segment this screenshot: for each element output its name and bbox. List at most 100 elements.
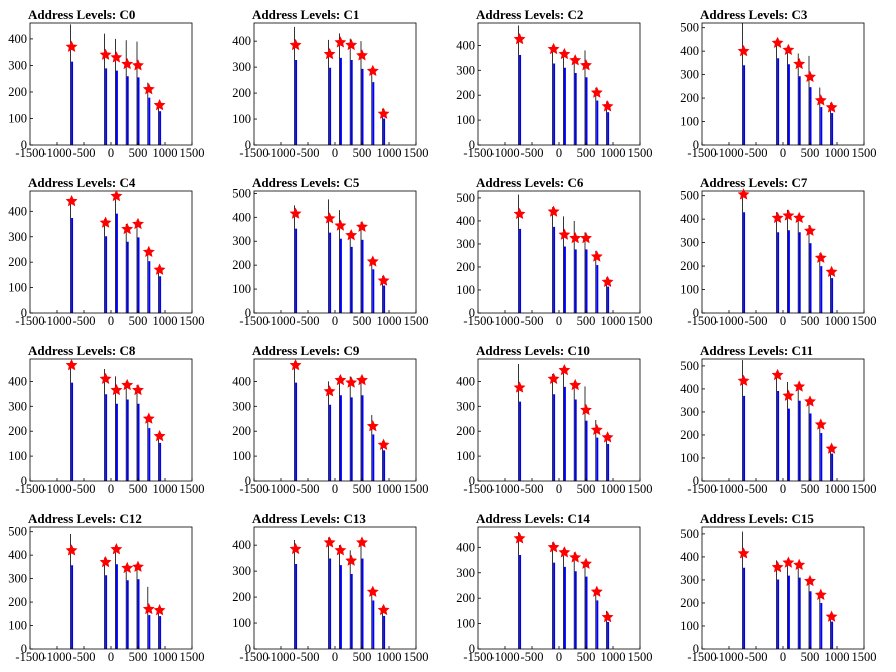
peak-marker	[334, 544, 347, 556]
plot-frame	[701, 358, 865, 482]
peak-marker	[590, 86, 603, 98]
plot-frame	[477, 22, 641, 146]
peak-marker	[345, 229, 358, 241]
x-tick-label: -1500	[15, 482, 44, 496]
peak-marker	[825, 442, 838, 454]
x-tick-label: 500	[129, 650, 148, 664]
x-tick-label: 1500	[404, 482, 429, 496]
peak-marker	[569, 54, 582, 66]
plot-frame	[253, 22, 417, 146]
x-tick-label: -1500	[687, 650, 716, 664]
y-tick-label: 500	[680, 189, 699, 203]
x-tick-label: -1000	[266, 146, 295, 160]
peak-marker	[110, 189, 123, 202]
peak-marker	[334, 36, 347, 48]
y-tick-label: 200	[456, 88, 475, 102]
x-tick-label: 1000	[153, 650, 178, 664]
y-tick-label: 400	[456, 214, 475, 228]
x-tick-label: 500	[801, 146, 820, 160]
x-tick-label: -500	[73, 314, 96, 328]
y-tick-label: 0	[693, 474, 699, 488]
x-tick-label: 1000	[825, 650, 850, 664]
peak-marker	[590, 585, 603, 597]
x-tick-label: 0	[780, 482, 786, 496]
x-tick-label: -1500	[15, 650, 44, 664]
y-tick-label: 0	[469, 306, 475, 320]
y-tick-label: 100	[8, 449, 27, 463]
y-tick-label: 400	[456, 540, 475, 554]
x-tick-label: 1500	[404, 650, 429, 664]
peak-marker	[377, 438, 390, 450]
peak-marker	[132, 383, 144, 396]
chart-title: Address Levels: C0	[28, 7, 135, 22]
peak-marker	[142, 602, 155, 615]
plot-frame	[29, 526, 193, 650]
y-tick-label: 300	[456, 237, 475, 251]
subplot-3: Address Levels: C3-1500-1000 -500 0 500 1000…	[680, 7, 876, 160]
y-tick-label: 500	[680, 527, 699, 541]
peak-marker	[289, 207, 302, 219]
x-tick-label: -1000	[266, 314, 295, 328]
peak-marker	[121, 378, 134, 391]
peak-marker	[142, 83, 155, 95]
peak-marker	[737, 44, 750, 57]
x-tick-label: 500	[129, 482, 148, 496]
y-tick-label: 0	[693, 306, 699, 320]
peak-marker	[142, 412, 155, 424]
x-tick-label: 1500	[628, 482, 653, 496]
x-tick-label: -1500	[463, 314, 492, 328]
peak-marker	[153, 429, 166, 442]
chart-title: Address Levels: C3	[700, 7, 808, 22]
subplot-12: Address Levels: C12 -1500-1000 -500 0 500 100…	[8, 511, 204, 664]
peak-marker	[569, 231, 582, 244]
peak-marker	[782, 209, 795, 221]
y-tick-label: 100	[8, 619, 27, 633]
y-tick-label: 200	[456, 260, 475, 274]
peak-marker	[513, 207, 526, 220]
x-tick-label: 1000	[825, 482, 850, 496]
x-tick-label: -1000	[714, 314, 743, 328]
plot-frame	[29, 190, 193, 314]
plot-frame	[701, 526, 865, 650]
chart-title: Address Levels: C14	[476, 511, 590, 526]
x-tick-label: 0	[780, 314, 786, 328]
x-tick-label: -500	[297, 314, 320, 328]
peak-marker	[377, 603, 390, 616]
peak-marker	[366, 64, 379, 77]
subplot-4: Address Levels: C4-1500-1000 -500 0 500 1000…	[8, 175, 204, 328]
y-tick-label: 200	[680, 428, 699, 442]
x-tick-label: 1000	[377, 146, 402, 160]
chart-title: Address Levels: C6	[476, 175, 584, 190]
chart-title: Address Levels: C9	[252, 343, 360, 358]
y-tick-label: 400	[232, 374, 251, 388]
peak-marker	[782, 556, 795, 568]
y-tick-label: 200	[8, 255, 27, 269]
x-tick-label: -1000	[714, 482, 743, 496]
y-tick-label: 200	[456, 591, 475, 605]
peak-marker	[99, 216, 112, 228]
peak-marker	[558, 546, 571, 558]
peak-marker	[345, 554, 358, 566]
plot-frame	[253, 358, 417, 482]
x-tick-label: -1500	[687, 482, 716, 496]
y-tick-label: 0	[21, 138, 27, 152]
x-tick-label: 500	[577, 482, 596, 496]
x-tick-label: -500	[745, 314, 768, 328]
x-tick-label: -1000	[42, 146, 71, 160]
y-tick-label: 0	[21, 306, 27, 320]
peak-marker	[569, 551, 582, 563]
subplot-8: Address Levels: C8-1500-1000 -500 0 500 1000…	[8, 343, 204, 496]
subplot-14: Address Levels: C14 -1500-1000 -500 0 500 100…	[456, 511, 652, 664]
x-tick-label: -1500	[463, 146, 492, 160]
peak-marker	[65, 40, 78, 52]
y-tick-label: 200	[8, 85, 27, 99]
chart-title: Address Levels: C1	[252, 7, 359, 22]
peak-marker	[99, 48, 112, 60]
x-tick-label: -1000	[490, 314, 519, 328]
y-tick-label: 400	[456, 374, 475, 388]
peak-marker	[814, 251, 827, 263]
y-tick-label: 300	[8, 572, 27, 586]
y-tick-label: 400	[232, 34, 251, 48]
x-tick-label: -500	[521, 482, 544, 496]
x-tick-label: 1000	[601, 146, 626, 160]
